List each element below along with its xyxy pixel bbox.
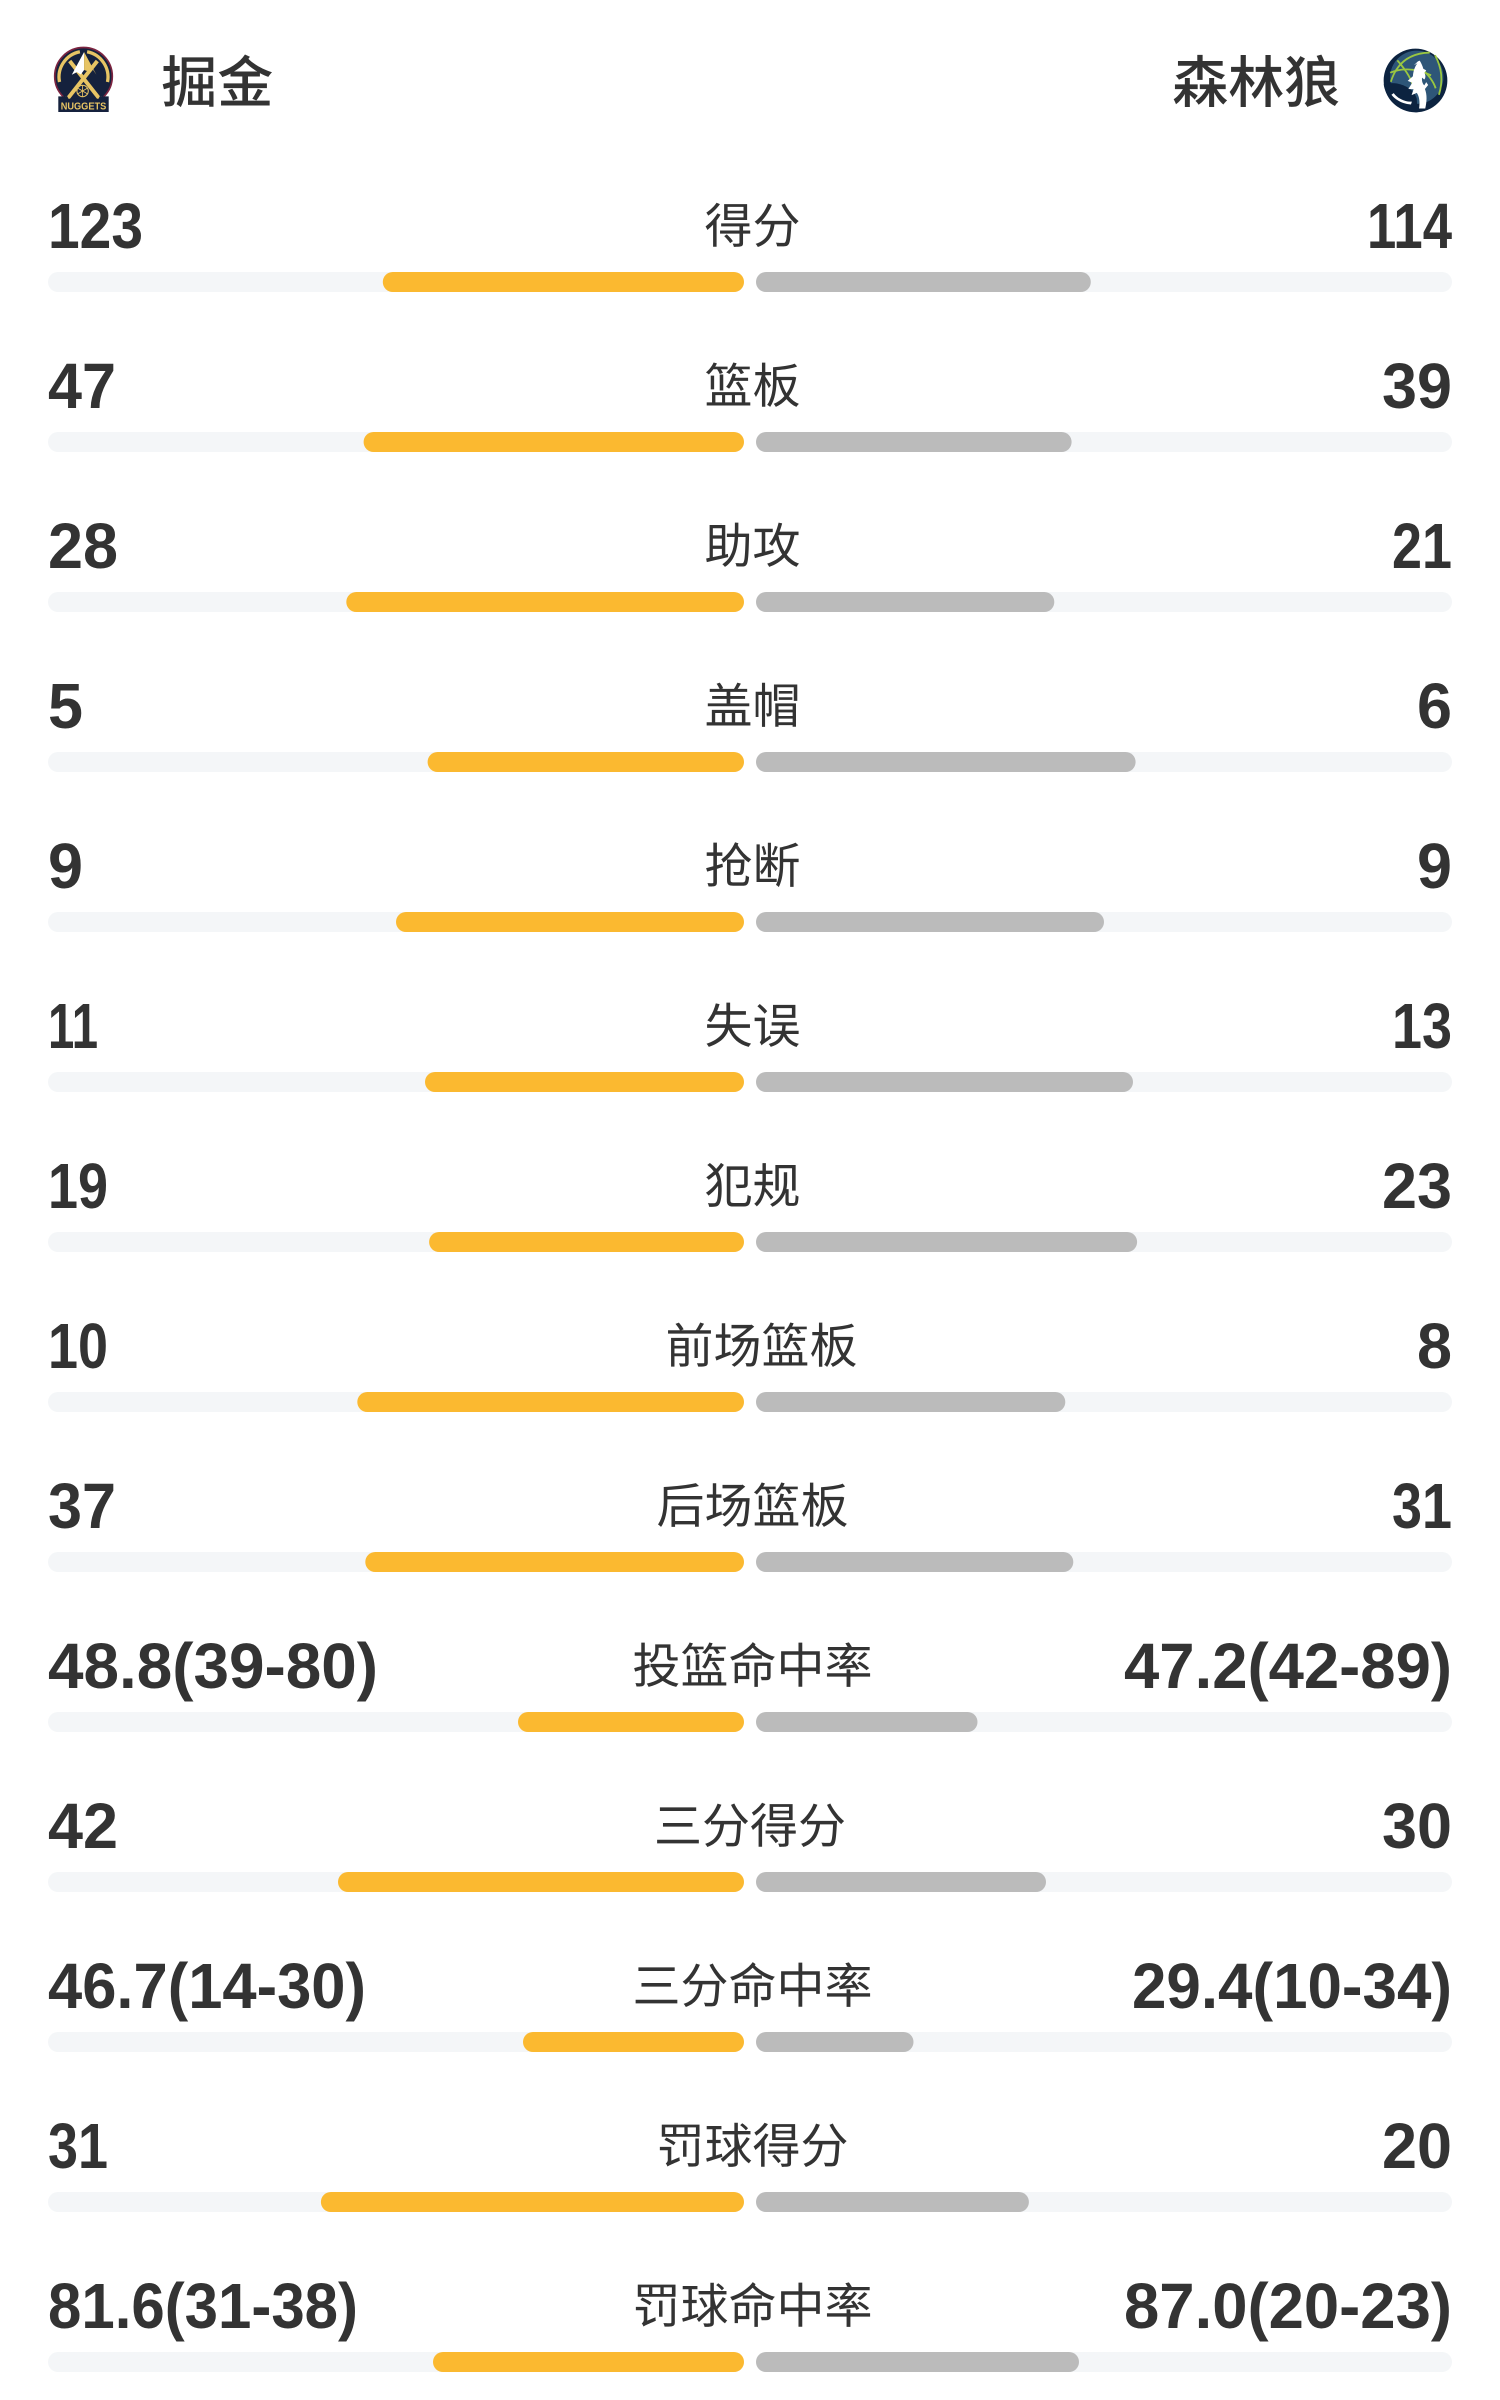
- svg-text:NUGGETS: NUGGETS: [61, 101, 107, 112]
- svg-text:37: 37: [48, 1470, 116, 1542]
- svg-text:87.0(20-23): 87.0(20-23): [1124, 2270, 1452, 2342]
- svg-text:31: 31: [48, 2110, 108, 2182]
- svg-text:81.6(31-38): 81.6(31-38): [48, 2270, 358, 2342]
- svg-text:10: 10: [48, 1310, 108, 1382]
- svg-text:114: 114: [1367, 190, 1452, 262]
- svg-text:42: 42: [48, 1790, 118, 1862]
- svg-text:13: 13: [1392, 990, 1452, 1062]
- svg-text:9: 9: [48, 830, 83, 902]
- svg-text:5: 5: [48, 670, 83, 742]
- svg-text:48.8(39-80): 48.8(39-80): [48, 1630, 378, 1702]
- svg-text:47.2(42-89): 47.2(42-89): [1124, 1630, 1452, 1702]
- svg-text:39: 39: [1382, 350, 1452, 422]
- svg-text:31: 31: [1392, 1470, 1452, 1542]
- svg-text:23: 23: [1382, 1150, 1452, 1222]
- svg-text:21: 21: [1392, 510, 1452, 582]
- svg-text:9: 9: [1417, 830, 1452, 902]
- svg-text:47: 47: [48, 350, 116, 422]
- svg-text:11: 11: [48, 990, 98, 1062]
- svg-text:8: 8: [1417, 1310, 1452, 1382]
- svg-text:20: 20: [1382, 2110, 1452, 2182]
- svg-text:30: 30: [1382, 1790, 1452, 1862]
- svg-text:29.4(10-34): 29.4(10-34): [1132, 1950, 1452, 2022]
- svg-text:46.7(14-30): 46.7(14-30): [48, 1950, 366, 2022]
- svg-text:19: 19: [48, 1150, 108, 1222]
- svg-text:123: 123: [48, 190, 143, 262]
- svg-text:6: 6: [1417, 670, 1452, 742]
- svg-text:28: 28: [48, 510, 118, 582]
